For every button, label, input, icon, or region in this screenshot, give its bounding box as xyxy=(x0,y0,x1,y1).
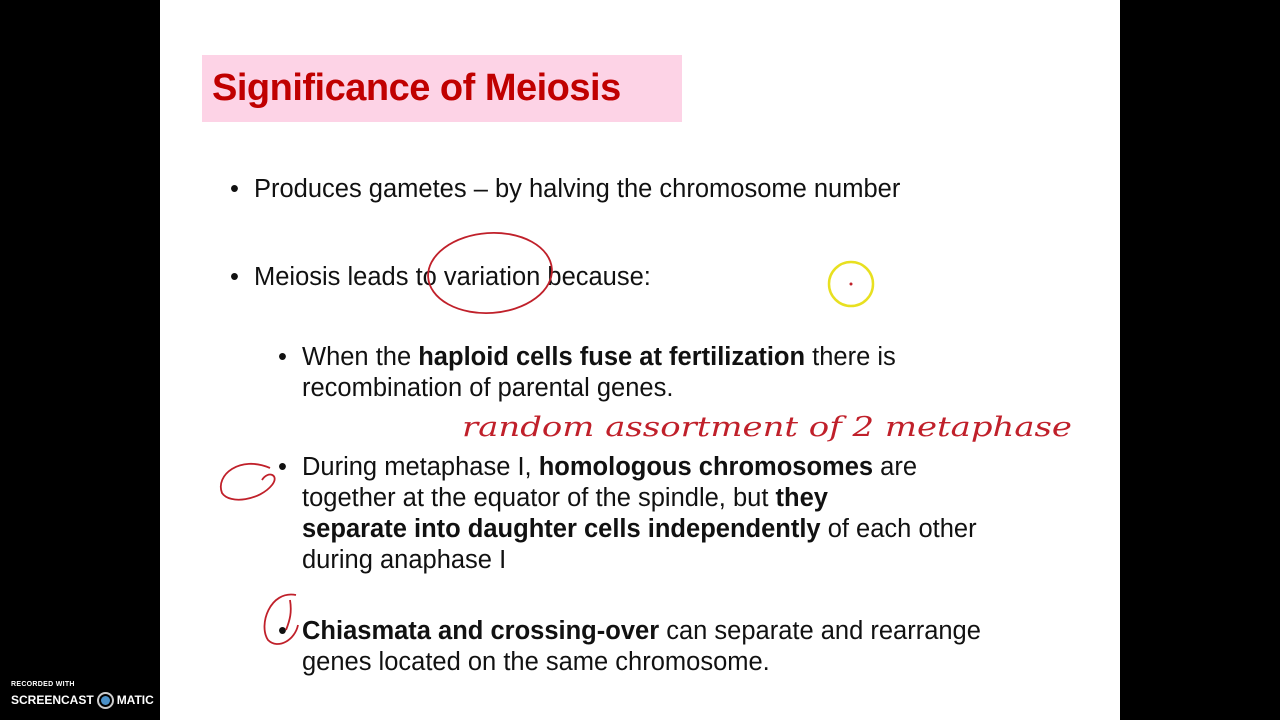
screencast-logo-icon xyxy=(96,692,114,709)
title-box: Significance of Meiosis xyxy=(202,55,682,122)
bullet-2: • Meiosis leads to variation because: xyxy=(230,263,651,291)
screencast-watermark: RECORDED WITH SCREENCAST MATIC xyxy=(11,681,154,709)
bullet-1: • Produces gametes – by halving the chro… xyxy=(230,175,901,203)
slide: Significance of Meiosis • Produces gamet… xyxy=(160,0,1120,720)
sub-bullet-1: • When the haploid cells fuse at fertili… xyxy=(278,343,896,402)
sub-bullet-2: • During metaphase I, homologous chromos… xyxy=(278,453,977,574)
sub-bullet-3: • Chiasmata and crossing-over can separa… xyxy=(278,617,981,676)
slide-title: Significance of Meiosis xyxy=(212,67,621,109)
